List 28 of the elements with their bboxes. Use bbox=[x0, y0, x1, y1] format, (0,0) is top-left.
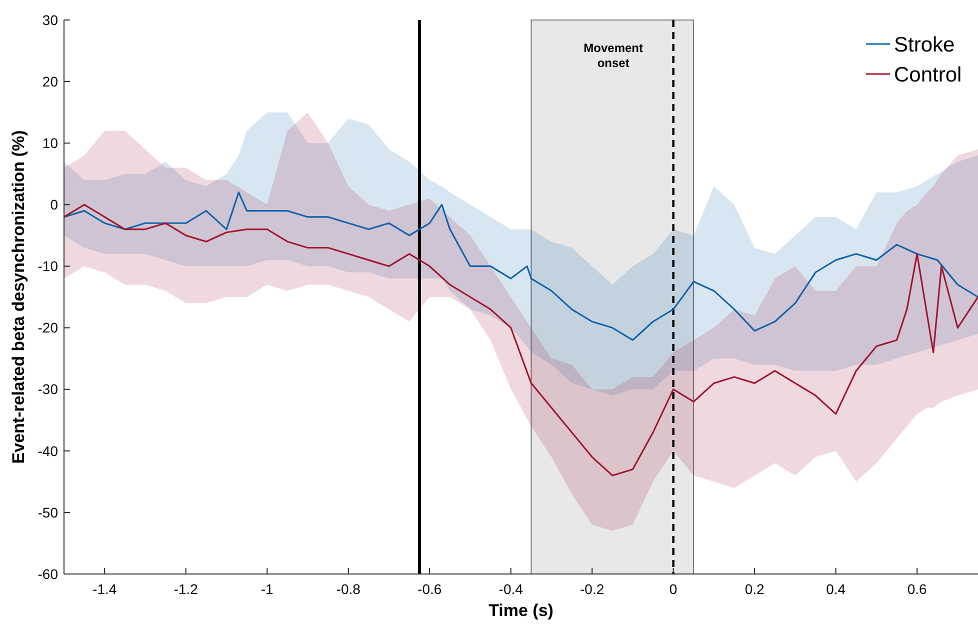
y-axis-title: Event-related beta desynchronization (%) bbox=[9, 130, 28, 464]
x-tick-label: -1.4 bbox=[92, 581, 117, 597]
y-tick-label: -50 bbox=[38, 504, 58, 520]
x-tick-label: 0.6 bbox=[907, 581, 928, 597]
y-tick-label: -60 bbox=[38, 566, 58, 582]
y-tick-label: -40 bbox=[38, 442, 58, 459]
y-tick-label: 20 bbox=[42, 73, 58, 90]
line-series bbox=[63, 192, 978, 341]
line-series bbox=[63, 204, 978, 476]
x-tick-label: -1.2 bbox=[174, 581, 198, 597]
x-tick-label: -0.8 bbox=[336, 581, 361, 597]
y-tick-label: -20 bbox=[38, 320, 58, 336]
y-tick-label: -30 bbox=[38, 381, 58, 398]
x-tick-label: -0.2 bbox=[580, 581, 604, 597]
y-tick-label: 10 bbox=[42, 135, 58, 152]
x-tick-label: 0 bbox=[669, 581, 678, 597]
x-tick-label: 0.4 bbox=[826, 581, 846, 597]
x-axis-title: Time (s) bbox=[488, 601, 554, 620]
ref-line-label: Movement onset bbox=[584, 41, 644, 70]
legend-label: Stroke bbox=[894, 33, 955, 56]
y-tick-label: 0 bbox=[50, 196, 58, 213]
legend-label: Control bbox=[894, 63, 962, 86]
y-tick-label: 30 bbox=[42, 12, 58, 28]
x-tick-label: -1 bbox=[260, 581, 274, 597]
x-tick-label: -0.6 bbox=[418, 581, 442, 597]
y-tick-label: -10 bbox=[38, 258, 58, 274]
x-tick-label: -0.4 bbox=[498, 581, 524, 597]
x-tick-label: 0.2 bbox=[744, 581, 765, 597]
